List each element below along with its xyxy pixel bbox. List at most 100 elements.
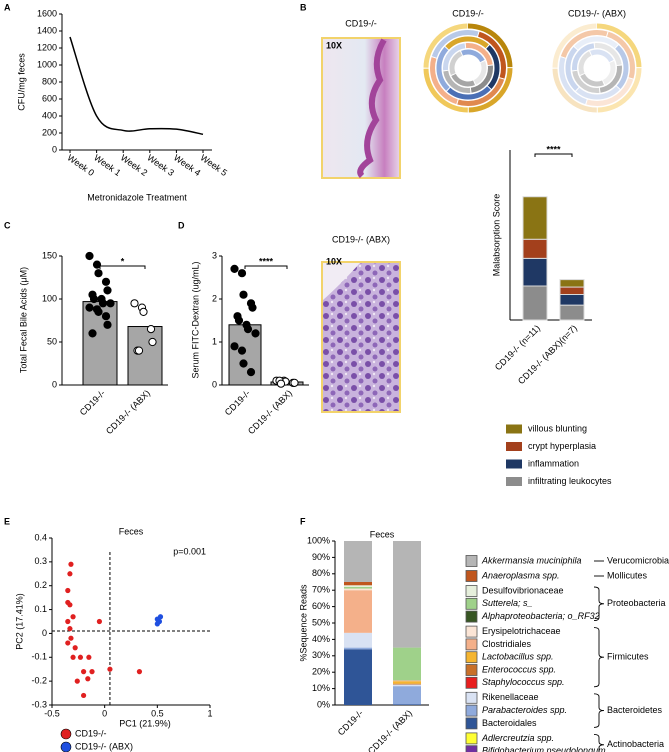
- data-point: [94, 307, 103, 316]
- legend-swatch: [465, 585, 478, 597]
- phylum-label: Proteobacteria: [607, 598, 666, 608]
- data-point: [243, 325, 253, 334]
- y-tick-label: 10%: [312, 683, 330, 693]
- bar-segment: [344, 590, 372, 633]
- legend-label: Desulfovibrionaceae: [482, 585, 564, 595]
- bar-segment: [522, 285, 548, 321]
- x-tick-label: Week 5: [198, 152, 229, 178]
- data-point: [89, 669, 95, 675]
- phylum-label: Bacteroidetes: [607, 705, 663, 715]
- legend-swatch: [465, 691, 478, 704]
- bar-segment: [344, 541, 372, 582]
- ring-title: CD19-/-: [452, 8, 484, 18]
- y-tick-label: 90%: [312, 552, 330, 562]
- data-point: [65, 618, 71, 625]
- ring-arc: [443, 43, 493, 93]
- x-axis-label: PC1 (21.9%): [119, 718, 171, 728]
- y-tick-label: 0: [212, 379, 217, 389]
- data-point: [101, 312, 111, 321]
- data-point: [65, 587, 71, 594]
- histology-top: [321, 37, 401, 179]
- bar: [127, 326, 163, 386]
- panel-label: B: [300, 2, 307, 12]
- data-point: [81, 692, 87, 699]
- ring-arc: [430, 30, 506, 106]
- y-tick-label: 50%: [312, 617, 330, 627]
- legend-swatch: [465, 664, 478, 676]
- magnification: 10X: [326, 40, 342, 50]
- y-tick-label: 0.2: [34, 580, 47, 590]
- data-point: [239, 290, 248, 299]
- x-tick-label: -0.5: [44, 708, 60, 718]
- y-tick-label: 0: [52, 379, 57, 389]
- data-point: [107, 666, 113, 672]
- histology-bottom: [321, 261, 401, 413]
- y-tick-label: 1200: [37, 42, 57, 52]
- data-point: [136, 669, 143, 675]
- data-point: [74, 678, 80, 684]
- data-point: [234, 316, 244, 325]
- y-tick-label: 0%: [317, 699, 330, 709]
- phylum-brace: [593, 586, 605, 622]
- y-tick-label: 800: [42, 76, 57, 86]
- data-point: [85, 676, 91, 682]
- bar-segment: [393, 704, 421, 705]
- data-point: [88, 329, 97, 338]
- y-axis-label: Serum FITC-Dextran (ug/mL): [190, 261, 200, 378]
- data-point: [146, 325, 156, 334]
- legend-label: Bifidobacterium pseudolongum: [482, 746, 606, 752]
- phylum-brace: [593, 627, 605, 688]
- data-point: [239, 359, 248, 368]
- x-tick-label: Week 4: [172, 152, 203, 178]
- data-point: [68, 561, 74, 567]
- ring-title: CD19-/- (ABX): [568, 8, 626, 18]
- histology-image: [321, 37, 401, 179]
- data-point: [237, 346, 247, 355]
- data-point: [85, 303, 94, 312]
- data-point: [103, 320, 112, 329]
- y-tick-label: 1400: [37, 25, 57, 35]
- x-tick-label: Week 0: [65, 152, 96, 178]
- ring-arc: [565, 36, 629, 100]
- data-point: [96, 618, 102, 625]
- data-point: [237, 269, 247, 278]
- data-point: [85, 251, 94, 261]
- ring-arc: [436, 36, 500, 100]
- y-axis-label: Total Fecal Bile Acids (μM): [18, 267, 28, 373]
- y-tick-label: 2: [212, 293, 217, 303]
- data-point: [81, 669, 87, 675]
- legend-label: Bacteroidales: [482, 718, 537, 728]
- data-point: [101, 277, 111, 286]
- y-tick-label: 400: [42, 110, 57, 120]
- x-tick-label: Week 3: [145, 152, 176, 178]
- legend-swatch: [465, 638, 478, 651]
- y-tick-label: 100: [42, 293, 57, 303]
- x-tick-label: CD19-/-: [78, 388, 107, 417]
- y-tick-label: -0.3: [31, 699, 47, 709]
- panel-label: F: [300, 516, 306, 526]
- x-tick-label: 0.5: [151, 708, 164, 718]
- phylum-label: Actinobacteria: [607, 739, 664, 749]
- legend-swatch: [506, 477, 522, 486]
- legend-swatch: [465, 625, 478, 638]
- ring-arc: [449, 49, 487, 87]
- ring-arc: [565, 36, 629, 100]
- legend-label: Clostridiales: [482, 639, 532, 649]
- ring-arc: [436, 36, 500, 100]
- significance-label: *: [121, 256, 125, 266]
- x-tick-label: CD19-/-: [336, 708, 365, 737]
- legend-label: Rikenellaceae: [482, 692, 539, 702]
- legend-label: crypt hyperplasia: [528, 441, 596, 451]
- phylum-brace: [593, 693, 605, 728]
- y-tick-label: 0.4: [34, 532, 47, 542]
- ring-arc: [578, 49, 616, 87]
- legend-swatch: [465, 704, 478, 717]
- histology-title: CD19-/- (ABX): [332, 234, 390, 244]
- y-axis-label: PC2 (17.41%): [14, 593, 24, 650]
- significance-label: ****: [546, 144, 561, 154]
- ring-arc: [449, 49, 487, 87]
- legend-label: Sutterela; s_: [482, 598, 533, 608]
- significance-label: ****: [259, 256, 274, 266]
- legend-marker: [60, 741, 72, 752]
- significance-bracket: [534, 153, 573, 157]
